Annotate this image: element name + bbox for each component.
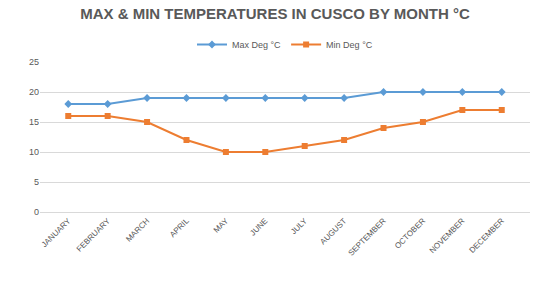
svg-text:5: 5 bbox=[34, 177, 39, 187]
svg-text:AUGUST: AUGUST bbox=[318, 216, 348, 246]
svg-text:Min Deg °C: Min Deg °C bbox=[326, 40, 373, 50]
svg-text:SEPTEMBER: SEPTEMBER bbox=[347, 216, 388, 257]
svg-text:JUNE: JUNE bbox=[248, 216, 269, 237]
svg-text:NOVEMBER: NOVEMBER bbox=[428, 216, 467, 255]
svg-text:JANUARY: JANUARY bbox=[40, 216, 73, 249]
svg-text:OCTOBER: OCTOBER bbox=[393, 216, 427, 250]
svg-text:FEBRUARY: FEBRUARY bbox=[75, 216, 113, 254]
svg-text:20: 20 bbox=[29, 87, 39, 97]
svg-text:Max Deg °C: Max Deg °C bbox=[232, 40, 281, 50]
svg-text:25: 25 bbox=[29, 57, 39, 67]
svg-text:MARCH: MARCH bbox=[124, 216, 151, 243]
svg-text:10: 10 bbox=[29, 147, 39, 157]
svg-text:JULY: JULY bbox=[289, 216, 309, 236]
svg-text:MAY: MAY bbox=[212, 216, 231, 235]
svg-text:0: 0 bbox=[34, 207, 39, 217]
svg-text:MAX & MIN TEMPERATURES IN CUSC: MAX & MIN TEMPERATURES IN CUSCO BY MONTH… bbox=[80, 5, 470, 22]
svg-text:DECEMBER: DECEMBER bbox=[468, 216, 507, 255]
svg-text:15: 15 bbox=[29, 117, 39, 127]
svg-text:APRIL: APRIL bbox=[168, 216, 191, 239]
